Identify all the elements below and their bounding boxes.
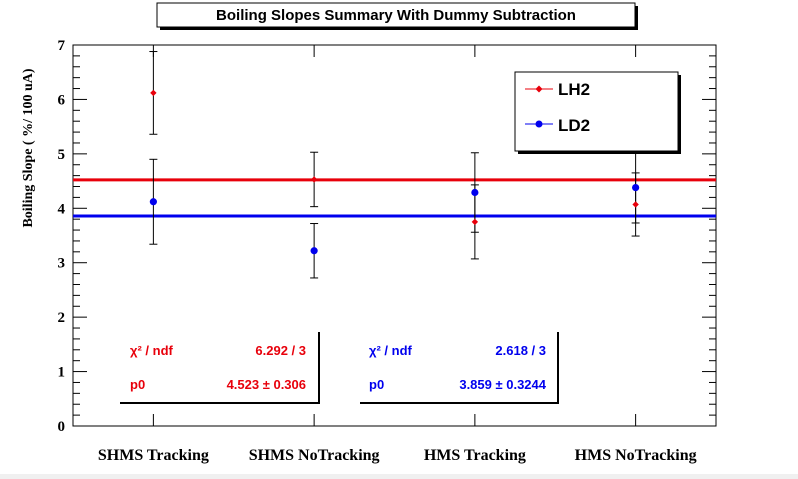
- legend: LH2 LD2: [514, 71, 681, 154]
- y-axis: 0 1 2 3 4 5 6 7: [58, 38, 716, 435]
- fit-stats-lh2-bg: [118, 332, 316, 401]
- fit-stats-lh2-chi2-label: χ² / ndf: [130, 343, 174, 358]
- x-category-label: SHMS NoTracking: [249, 447, 380, 464]
- fit-stats-lh2-p0-label: p0: [130, 377, 145, 392]
- markers: [149, 89, 640, 255]
- data-point-lh2: [310, 176, 318, 183]
- fit-stats-ld2-p0-label: p0: [369, 377, 384, 392]
- y-tick-label: 7: [58, 38, 66, 54]
- fit-stats-ld2-p0-value: 3.859 ± 0.3244: [459, 377, 546, 392]
- legend-lh2-marker: [535, 85, 543, 93]
- data-point-ld2: [632, 184, 640, 192]
- fit-stats-lh2-chi2-value: 6.292 / 3: [255, 343, 306, 358]
- title-box: [156, 2, 636, 28]
- fit-lines: [73, 178, 716, 218]
- legend-ld2-label: LD2: [558, 116, 590, 135]
- data-point-ld2: [149, 198, 157, 206]
- y-tick-label: 0: [58, 419, 66, 435]
- fit-stats-ld2-chi2-value: 2.618 / 3: [495, 343, 546, 358]
- legend-box: [514, 71, 679, 152]
- legend-lh2-label: LH2: [558, 80, 590, 99]
- x-category-label: HMS NoTracking: [575, 447, 697, 464]
- data-point-lh2: [632, 201, 639, 208]
- y-tick-label: 6: [58, 92, 66, 108]
- y-tick-label: 4: [58, 201, 66, 217]
- data-point-lh2: [471, 218, 479, 226]
- chart-title: Boiling Slopes Summary With Dummy Subtra…: [216, 7, 576, 24]
- y-tick-label: 2: [58, 310, 66, 326]
- fit-stats-lh2-p0-value: 4.523 ± 0.306: [227, 377, 306, 392]
- legend-ld2-marker: [535, 120, 543, 128]
- fit-stats-ld2: χ² / ndf 2.618 / 3 p0 3.859 ± 0.3244: [358, 332, 559, 404]
- x-axis: SHMS Tracking SHMS NoTracking HMS Tracking…: [98, 45, 697, 464]
- x-category-label: SHMS Tracking: [98, 447, 209, 464]
- y-tick-label: 1: [58, 365, 66, 381]
- y-tick-label: 3: [58, 256, 66, 272]
- x-category-label: HMS Tracking: [424, 447, 526, 464]
- fit-stats-ld2-chi2-label: χ² / ndf: [369, 343, 413, 358]
- fit-stats-lh2: χ² / ndf 6.292 / 3 p0 4.523 ± 0.306: [118, 332, 320, 404]
- data-point-ld2: [310, 247, 318, 255]
- fit-stats-ld2-bg: [358, 332, 556, 401]
- data-point-ld2: [471, 188, 479, 197]
- data-point-lh2: [150, 89, 157, 97]
- y-axis-label: Boiling Slope ( %/ 100 uA): [21, 68, 36, 227]
- y-tick-label: 5: [58, 147, 66, 163]
- plot-frame: [72, 44, 717, 427]
